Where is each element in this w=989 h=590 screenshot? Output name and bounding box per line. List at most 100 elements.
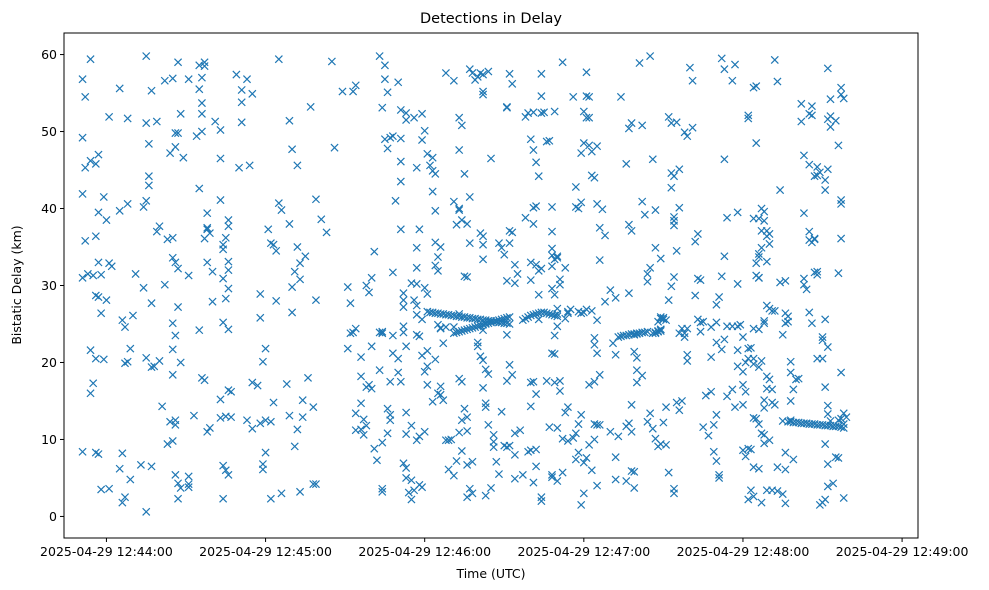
data-point-marker <box>463 460 472 469</box>
data-point-marker <box>550 311 559 320</box>
data-point-marker <box>465 192 474 201</box>
data-point-marker <box>452 220 461 229</box>
data-point-marker <box>802 285 811 294</box>
data-point-marker <box>664 468 673 477</box>
data-point-marker <box>662 316 671 325</box>
data-point-marker <box>86 389 95 398</box>
data-point-marker <box>227 413 236 422</box>
data-point-marker <box>651 206 660 215</box>
data-point-marker <box>261 448 270 457</box>
data-point-marker <box>823 410 832 419</box>
data-point-marker <box>118 498 127 507</box>
data-point-marker <box>171 331 180 340</box>
data-point-marker <box>184 75 193 84</box>
data-point-marker <box>97 270 106 279</box>
data-point-marker <box>839 409 848 418</box>
data-point-marker <box>553 312 562 321</box>
data-point-marker <box>545 423 554 432</box>
data-point-marker <box>675 203 684 212</box>
data-point-marker <box>545 309 554 319</box>
data-point-marker <box>176 483 185 492</box>
data-point-marker <box>502 102 511 111</box>
x-axis-ticks: 2025-04-29 12:44:00 2025-04-29 12:45:00 20… <box>40 538 969 559</box>
data-point-marker <box>720 65 729 74</box>
data-point-marker <box>553 423 562 432</box>
data-point-marker <box>730 60 740 69</box>
data-point-marker <box>627 226 636 235</box>
data-point-marker <box>510 279 519 288</box>
data-point-marker <box>805 308 814 317</box>
data-point-marker <box>813 267 822 276</box>
data-point-marker <box>105 484 114 493</box>
data-point-marker <box>410 296 419 305</box>
data-point-marker <box>622 477 631 486</box>
data-point-marker <box>505 239 514 248</box>
data-point-marker <box>120 493 130 502</box>
data-point-marker <box>216 395 225 404</box>
data-point-marker <box>391 196 400 205</box>
data-point-marker <box>601 297 610 306</box>
data-point-marker <box>418 315 427 324</box>
data-point-marker <box>481 403 490 412</box>
data-point-marker <box>669 212 679 222</box>
data-point-marker <box>765 239 774 248</box>
data-point-marker <box>338 87 347 96</box>
data-point-marker <box>773 77 782 86</box>
data-point-marker <box>656 326 665 335</box>
data-point-marker <box>550 331 559 340</box>
x-tick-label: 2025-04-29 12:45:00 <box>199 544 332 559</box>
data-point-marker <box>736 320 745 329</box>
data-point-marker <box>699 423 708 432</box>
data-point-marker <box>449 197 458 206</box>
data-point-marker <box>481 319 490 329</box>
data-point-marker <box>256 289 265 298</box>
data-point-marker <box>770 306 779 315</box>
data-point-marker <box>821 383 830 392</box>
data-point-marker <box>203 427 212 436</box>
data-point-marker <box>502 276 511 285</box>
data-point-marker <box>688 76 697 85</box>
data-point-marker <box>823 460 832 469</box>
data-point-marker <box>547 310 557 319</box>
data-point-marker <box>179 153 188 162</box>
data-point-marker <box>540 108 549 117</box>
data-point-marker <box>189 411 198 420</box>
data-point-marker <box>380 61 389 70</box>
data-point-marker <box>168 253 177 262</box>
data-point-marker <box>492 457 501 466</box>
data-point-marker <box>715 470 724 479</box>
data-point-marker <box>147 86 156 95</box>
data-point-marker <box>823 401 832 410</box>
data-point-marker <box>396 177 405 186</box>
data-point-marker <box>744 444 753 453</box>
data-point-marker <box>394 368 403 377</box>
y-axis-label: Bistatic Delay (km) <box>9 225 24 344</box>
data-point-marker <box>380 135 389 144</box>
data-point-marker <box>184 480 193 489</box>
data-point-marker <box>285 116 294 125</box>
data-point-marker <box>200 376 209 385</box>
data-point-marker <box>168 345 177 354</box>
data-point-marker <box>378 329 387 338</box>
data-point-marker <box>760 319 769 328</box>
data-point-marker <box>91 354 100 363</box>
data-point-marker <box>526 311 535 320</box>
data-point-marker <box>831 116 840 125</box>
data-point-marker <box>359 430 368 439</box>
data-point-marker <box>534 172 543 181</box>
data-point-marker <box>683 356 692 365</box>
data-point-marker <box>590 435 599 444</box>
data-point-marker <box>813 162 822 171</box>
data-point-marker <box>630 467 639 476</box>
data-point-marker <box>688 123 697 132</box>
data-point-marker <box>669 221 679 230</box>
data-point-marker <box>558 434 567 443</box>
data-point-marker <box>357 372 366 381</box>
data-point-marker <box>781 319 790 328</box>
data-point-marker <box>532 445 541 454</box>
data-point-marker <box>449 76 458 85</box>
data-point-marker <box>749 413 758 422</box>
data-point-marker <box>423 362 432 371</box>
data-point-marker <box>547 262 557 271</box>
data-point-marker <box>396 134 405 143</box>
